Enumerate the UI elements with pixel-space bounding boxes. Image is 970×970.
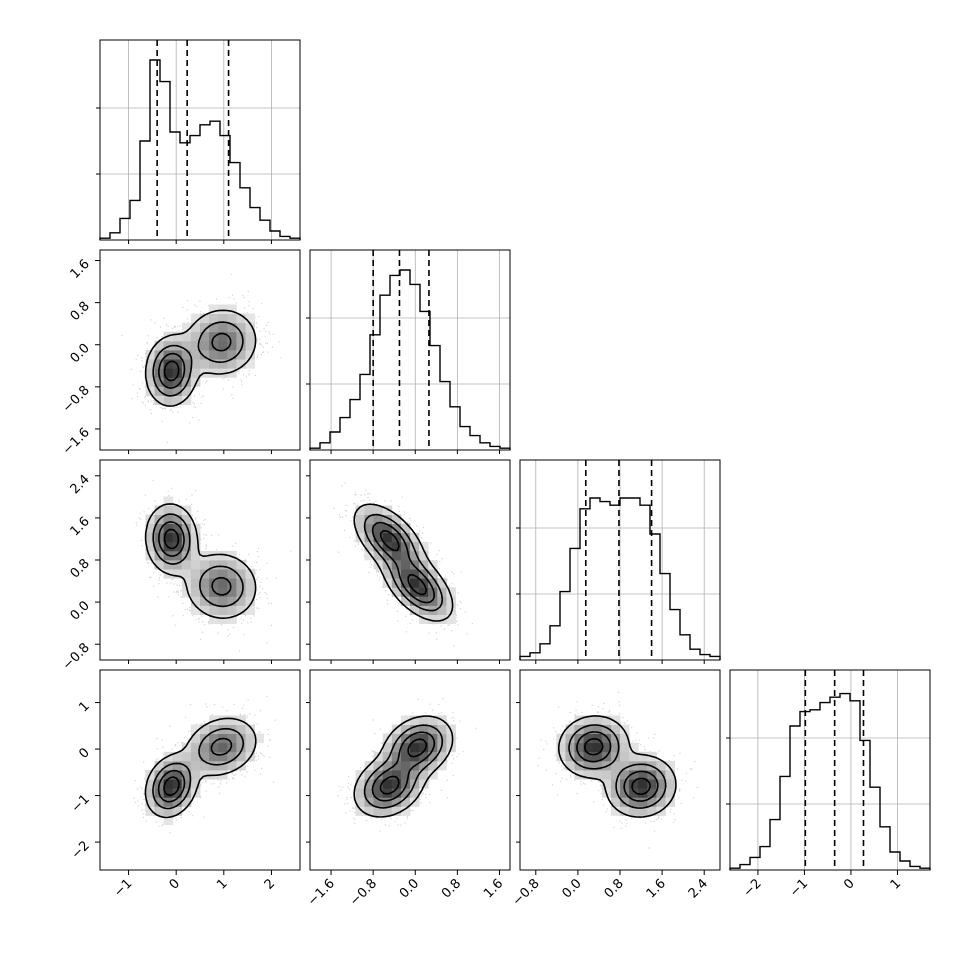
contours [144, 717, 257, 819]
density-cells [145, 304, 255, 405]
y-tick-label: 2.4 [68, 472, 93, 497]
panel-3-1 [309, 669, 511, 871]
panel-2-0 [99, 459, 301, 661]
contours [144, 503, 257, 619]
panel-frame [99, 249, 301, 451]
x-tick-label: 1.6 [481, 876, 506, 901]
x-tick-label: −0.8 [347, 876, 380, 909]
x-tick-label: −2 [741, 876, 765, 900]
y-tick-label: 0.0 [68, 598, 93, 623]
histogram-step [99, 59, 301, 240]
panel-frame [99, 39, 301, 241]
panel-3-0 [99, 669, 301, 871]
x-tick-label: 1 [888, 876, 904, 892]
contours [353, 503, 454, 622]
histogram-step [519, 497, 721, 660]
density-cells [556, 715, 675, 816]
histogram-step [309, 269, 511, 450]
x-tick-label: 0.0 [397, 876, 422, 901]
density-cells [355, 505, 456, 624]
x-tick-label: 2.4 [686, 876, 711, 901]
panel-1-0 [99, 249, 301, 451]
x-tick-label: 0 [841, 876, 857, 892]
histogram-step [729, 692, 931, 870]
x-tick-label: −1.6 [305, 876, 338, 909]
y-tick-label: 0.0 [68, 341, 93, 366]
x-tick-label: 0.0 [559, 876, 584, 901]
y-tick-label: 0.8 [68, 299, 93, 324]
y-tick-label: 0.8 [68, 556, 93, 581]
panel-frame [309, 669, 511, 871]
histogram-1 [309, 249, 511, 451]
x-tick-label: 1 [214, 876, 230, 892]
histogram-3 [729, 669, 931, 871]
contours [558, 715, 677, 818]
y-tick-label: −0.8 [60, 640, 93, 673]
panel-2-1 [309, 459, 511, 661]
x-tick-label: 2 [262, 876, 278, 892]
contours [144, 309, 257, 407]
y-tick-label: 0 [76, 745, 92, 761]
x-tick-label: 1.6 [644, 876, 669, 901]
x-tick-label: 0 [167, 876, 183, 892]
x-tick-label: 0.8 [439, 876, 464, 901]
contours [353, 715, 454, 818]
y-tick-label: −0.8 [60, 383, 93, 416]
panel-frame [99, 669, 301, 871]
panel-frame [309, 249, 511, 451]
y-tick-label: −2 [69, 838, 93, 862]
histogram-0 [99, 39, 301, 241]
y-tick-label: −1 [69, 792, 93, 816]
y-tick-label: 1 [76, 699, 92, 715]
x-tick-label: −1 [111, 876, 135, 900]
histogram-2 [519, 459, 721, 661]
x-tick-label: 0.8 [602, 876, 627, 901]
y-tick-label: 1.6 [68, 257, 93, 282]
x-tick-label: −1 [787, 876, 811, 900]
y-tick-label: −1.6 [60, 425, 93, 458]
panel-frame [729, 669, 931, 871]
y-tick-label: 1.6 [68, 514, 93, 539]
x-tick-label: −0.8 [510, 876, 543, 909]
panel-3-2 [519, 669, 721, 871]
